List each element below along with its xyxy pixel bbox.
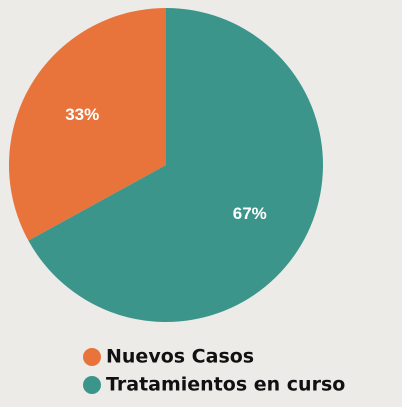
legend-swatch [83,348,101,366]
legend-swatch [83,376,101,394]
pie-slice [28,8,324,322]
legend-label: Nuevos Casos [106,346,254,368]
slice-label: 67% [233,204,267,223]
pie-slice [8,8,166,241]
slice-label: 33% [65,105,99,124]
legend-label: Tratamientos en curso [106,374,345,396]
